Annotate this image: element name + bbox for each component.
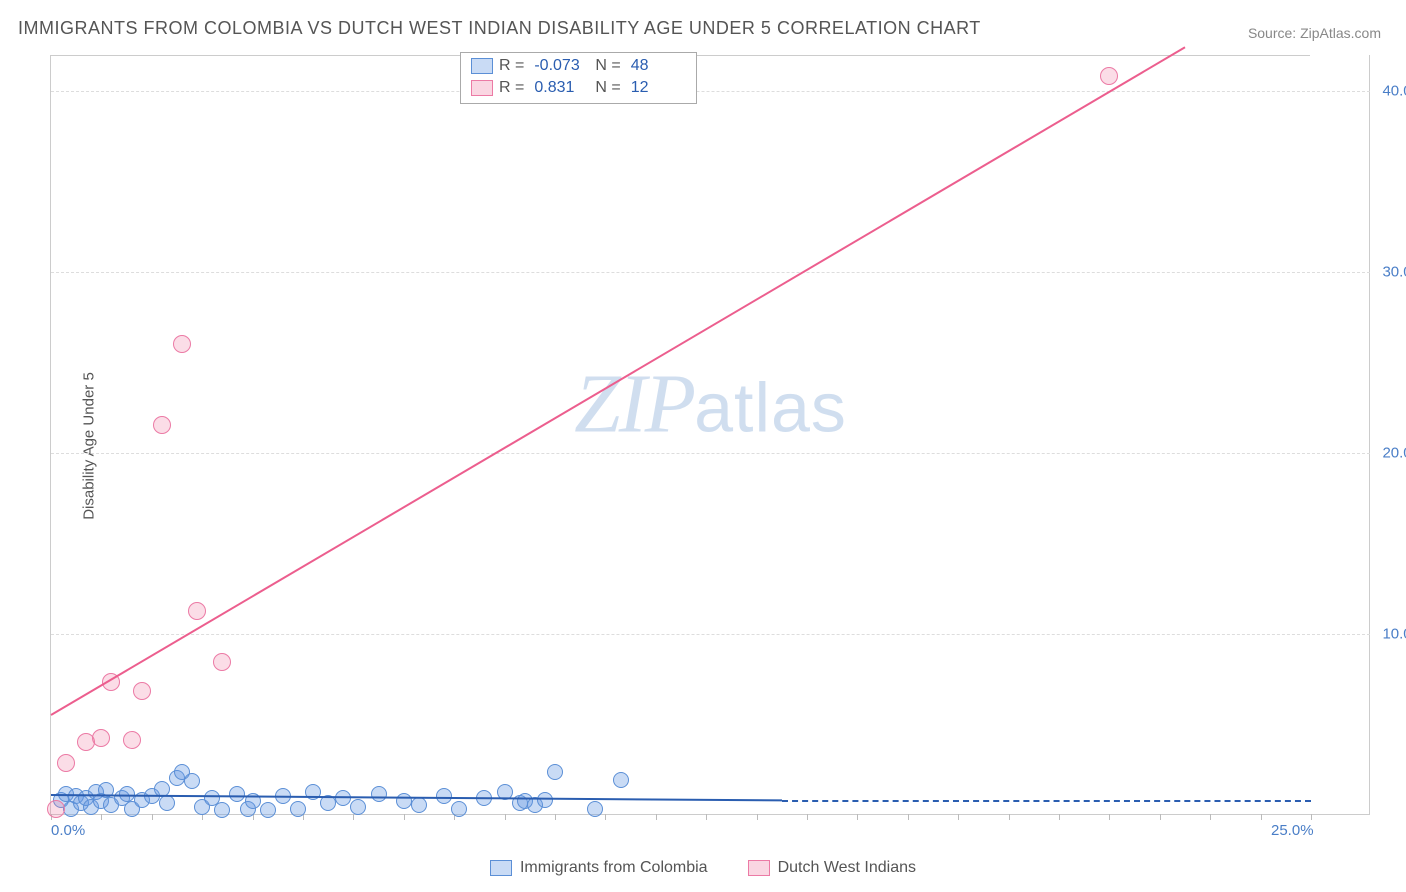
scatter-point-colombia: [184, 773, 200, 789]
scatter-point-colombia: [229, 786, 245, 802]
x-tick-mark: [807, 814, 808, 820]
stat-r-value: -0.073: [534, 57, 589, 75]
scatter-point-colombia: [350, 799, 366, 815]
source-name: ZipAtlas.com: [1300, 25, 1381, 41]
scatter-point-dutch: [188, 602, 206, 620]
trend-line-dutch: [50, 46, 1185, 715]
x-tick-mark: [1160, 814, 1161, 820]
grid-line: [51, 634, 1370, 635]
scatter-point-dutch: [153, 416, 171, 434]
x-tick-mark: [656, 814, 657, 820]
legend-item: Immigrants from Colombia: [490, 859, 708, 877]
grid-line: [51, 272, 1370, 273]
scatter-point-dutch: [173, 335, 191, 353]
chart-title: IMMIGRANTS FROM COLOMBIA VS DUTCH WEST I…: [18, 18, 981, 39]
plot-area: ZIPatlas 10.0%20.0%30.0%40.0%0.0%25.0%: [50, 55, 1370, 815]
x-tick-mark: [101, 814, 102, 820]
x-tick-mark: [706, 814, 707, 820]
x-tick-mark: [605, 814, 606, 820]
x-tick-mark: [908, 814, 909, 820]
scatter-point-dutch: [123, 731, 141, 749]
scatter-point-colombia: [613, 772, 629, 788]
x-tick-mark: [1311, 814, 1312, 820]
y-tick-label: 20.0%: [1382, 445, 1406, 462]
x-tick-mark: [1059, 814, 1060, 820]
x-tick-label: 25.0%: [1271, 822, 1314, 839]
stat-n-value: 12: [631, 79, 686, 97]
x-tick-mark: [253, 814, 254, 820]
stat-r-value: 0.831: [534, 79, 589, 97]
stat-r-label: R =: [499, 79, 524, 97]
x-tick-mark: [303, 814, 304, 820]
source-prefix: Source:: [1248, 25, 1300, 41]
stats-row: R = 0.831 N = 12: [471, 77, 686, 99]
x-tick-mark: [1210, 814, 1211, 820]
x-tick-mark: [958, 814, 959, 820]
stat-n-value: 48: [631, 57, 686, 75]
scatter-point-colombia: [214, 802, 230, 818]
legend-label: Dutch West Indians: [778, 859, 916, 877]
legend-swatch: [471, 58, 493, 74]
grid-line: [51, 453, 1370, 454]
scatter-point-dutch: [133, 682, 151, 700]
stats-row: R = -0.073 N = 48: [471, 55, 686, 77]
x-tick-mark: [1261, 814, 1262, 820]
stat-n-label: N =: [595, 79, 620, 97]
x-tick-label: 0.0%: [51, 822, 85, 839]
x-tick-mark: [353, 814, 354, 820]
scatter-point-dutch: [57, 754, 75, 772]
scatter-point-colombia: [371, 786, 387, 802]
x-tick-mark: [555, 814, 556, 820]
x-tick-mark: [152, 814, 153, 820]
watermark: ZIPatlas: [574, 356, 847, 453]
scatter-point-dutch: [1100, 67, 1118, 85]
trend-line-dashed: [782, 800, 1311, 802]
scatter-point-colombia: [260, 802, 276, 818]
x-tick-mark: [505, 814, 506, 820]
legend-label: Immigrants from Colombia: [520, 859, 708, 877]
legend-swatch: [748, 860, 770, 876]
scatter-point-colombia: [290, 801, 306, 817]
legend-swatch: [471, 80, 493, 96]
stats-legend-box: R = -0.073 N = 48 R = 0.831 N = 12: [460, 52, 697, 104]
scatter-point-colombia: [411, 797, 427, 813]
stat-r-label: R =: [499, 57, 524, 75]
legend-item: Dutch West Indians: [748, 859, 916, 877]
scatter-point-colombia: [451, 801, 467, 817]
x-tick-mark: [1109, 814, 1110, 820]
scatter-point-dutch: [213, 653, 231, 671]
y-tick-label: 10.0%: [1382, 626, 1406, 643]
scatter-point-colombia: [587, 801, 603, 817]
x-tick-mark: [1009, 814, 1010, 820]
grid-line: [51, 91, 1370, 92]
scatter-point-dutch: [47, 800, 65, 818]
x-tick-mark: [202, 814, 203, 820]
scatter-point-dutch: [92, 729, 110, 747]
stat-n-label: N =: [595, 57, 620, 75]
scatter-point-colombia: [547, 764, 563, 780]
y-tick-label: 40.0%: [1382, 83, 1406, 100]
watermark-atlas: atlas: [694, 369, 847, 447]
legend-swatch: [490, 860, 512, 876]
source-attribution: Source: ZipAtlas.com: [1248, 25, 1381, 41]
x-tick-mark: [404, 814, 405, 820]
scatter-point-colombia: [159, 795, 175, 811]
y-tick-label: 30.0%: [1382, 264, 1406, 281]
x-tick-mark: [857, 814, 858, 820]
series-legend: Immigrants from Colombia Dutch West India…: [0, 859, 1406, 877]
x-tick-mark: [757, 814, 758, 820]
